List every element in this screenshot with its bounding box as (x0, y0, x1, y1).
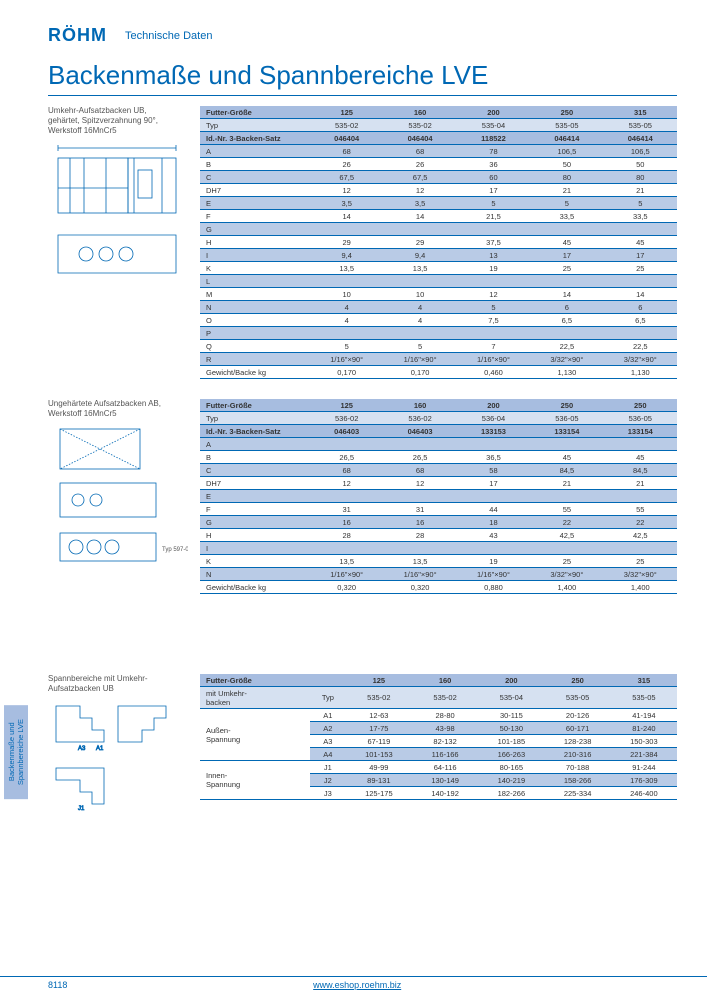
page-footer: 8118 www.eshop.roehm.biz (0, 976, 707, 990)
svg-text:A1: A1 (96, 746, 104, 752)
table-ab: Futter-Größe125160200250250Typ536-02536-… (200, 399, 677, 594)
typ-note: Typ 597-02 (162, 547, 188, 553)
section-ub: Umkehr-Aufsatzbacken UB, gehärtet, Spitz… (48, 106, 677, 379)
section-ab: Ungehärtete Aufsatzbacken AB, Werkstoff … (48, 399, 677, 594)
diagram-ab: Typ 597-02 (48, 423, 188, 593)
side-tab: Backenmaße und Spannbereiche LVE (4, 705, 28, 799)
section-sp-subhead: Spannbereiche mit Umkehr- Aufsatzbacken … (48, 674, 188, 694)
title-rule (48, 95, 677, 96)
page-number: 8118 (48, 980, 67, 990)
section-ab-subhead: Ungehärtete Aufsatzbacken AB, Werkstoff … (48, 399, 188, 419)
table-spannbereiche: Futter-Größe125160200250315mit Umkehr- b… (200, 674, 677, 800)
page-title: Backenmaße und Spannbereiche LVE (48, 60, 677, 93)
diagram-ub (48, 140, 188, 295)
diagram-sp: A3 A1 J1 (48, 698, 188, 818)
header-tagline: Technische Daten (125, 30, 212, 42)
page-header: RÖHM Technische Daten (48, 25, 677, 46)
section-spannbereiche: Spannbereiche mit Umkehr- Aufsatzbacken … (48, 674, 677, 818)
footer-url[interactable]: www.eshop.roehm.biz (313, 980, 401, 990)
brand-logo: RÖHM (48, 25, 107, 46)
table-ub: Futter-Größe125160200250315Typ535-02535-… (200, 106, 677, 379)
svg-text:A3: A3 (78, 746, 86, 752)
svg-text:J1: J1 (78, 806, 85, 812)
section-ub-subhead: Umkehr-Aufsatzbacken UB, gehärtet, Spitz… (48, 106, 188, 136)
